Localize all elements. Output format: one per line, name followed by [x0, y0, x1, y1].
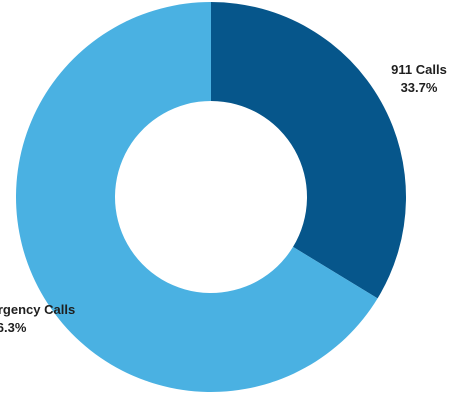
- slice-value-label-1: 66.3%: [0, 320, 27, 335]
- slice-value-label-0: 33.7%: [401, 80, 438, 95]
- labels-group: 911 Calls 33.7% Non-Emergency Calls 66.3%: [0, 62, 447, 335]
- slice-label-0: 911 Calls 33.7%: [391, 62, 447, 95]
- slice-category-label-1: Non-Emergency Calls: [0, 302, 75, 317]
- slice-category-label-0: 911 Calls: [391, 62, 447, 77]
- donut-slice-1: [16, 2, 378, 392]
- donut-slice-0: [211, 2, 406, 299]
- slices-group: [16, 2, 406, 392]
- slice-label-1: Non-Emergency Calls 66.3%: [0, 302, 75, 335]
